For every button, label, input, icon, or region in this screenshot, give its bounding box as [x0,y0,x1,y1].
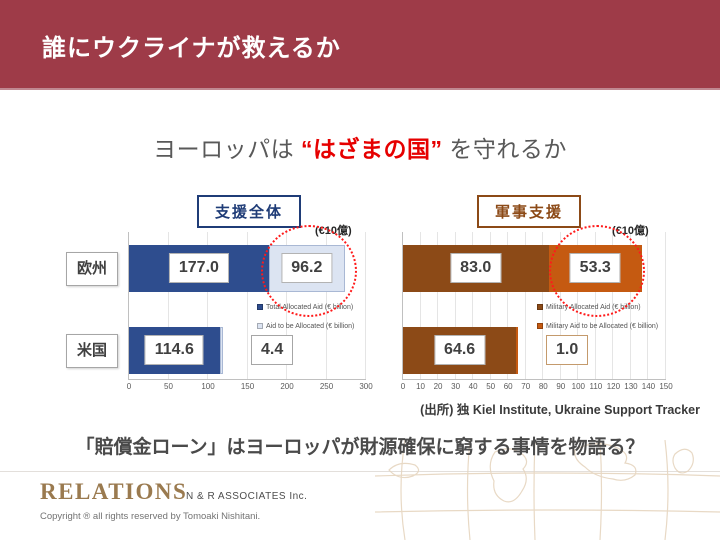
subtitle: ヨーロッパは “はざまの国” を守れるか [0,130,720,164]
highlight-circle [260,224,357,317]
gridline [489,232,491,379]
chart-total-title: 支援全体 [197,195,302,228]
divider [0,471,720,472]
x-tick-label: 30 [451,382,461,391]
gridline [365,232,366,379]
chart-military-support: 軍事支援 (€10億) 0 10 20 30 40 50 60 70 80 90 100 110 120… [395,195,710,403]
gridline [665,232,666,379]
chart-total-support: 支援全体 (€10億) 欧州 米国 0 50 100 150 200 250 300 177.… [60,195,375,403]
gridline [559,232,561,379]
subtitle-prefix: ヨーロッパは [153,136,301,162]
gridline [647,232,649,379]
bar-value-label: 177.0 [168,253,229,283]
x-tick-label: 100 [201,382,215,391]
source-note: (出所) 独 Kiel Institute, Ukraine Support T… [420,403,700,417]
bar-value-label: 1.0 [546,335,589,365]
category-label-europe: 欧州 [66,252,118,286]
x-tick-label: 40 [468,382,478,391]
x-tick-label: 140 [641,382,656,391]
chart-military-title: 軍事支援 [477,195,582,228]
legend-swatch-to-be-allocated [257,323,263,329]
legend-swatch-military-to-be-allocated [537,323,543,329]
plot-area: 0 50 100 150 200 250 300 177.0 96.2 114.6 4.4 [127,224,373,391]
x-tick-label: 150 [240,382,255,391]
legend-label: Military Aid to be Allocated (€ billion) [546,322,659,330]
slide-header: 誰にウクライナが救えるか [0,0,720,90]
x-tick-label: 200 [280,382,294,391]
x-tick-label: 60 [503,382,513,391]
gridline [207,232,208,379]
bar-value-label: 64.6 [434,335,486,365]
x-tick-label: 10 [416,382,425,391]
x-tick-label: 120 [606,382,621,391]
bar-value-label: 114.6 [144,335,204,365]
gridline [454,232,456,379]
x-tick-label: 20 [433,382,443,391]
x-tick-label: 70 [521,382,531,391]
bar-segment [516,327,518,374]
x-tick-label: 0 [400,382,406,391]
legend-item: Aid to be Allocated (€ billion) [257,322,354,330]
subtitle-highlight: “はざまの国” [301,136,443,162]
gridline [437,232,439,379]
gridline [167,232,169,379]
gridline [246,232,248,379]
gridline [419,232,421,379]
copyright: Copyright ® all rights reserved by Tomoa… [40,511,261,522]
slide-title: 誰にウクライナが救えるか [42,35,341,62]
legend-swatch-military-allocated [537,304,543,310]
key-message: 「賠償金ローン」はヨーロッパが財源確保に窮する事情を物語る？ [75,437,645,458]
gridline [472,232,474,379]
brand-logo: RELATIONS [40,479,188,504]
legend-item: Military Aid to be Allocated (€ billion) [537,322,658,330]
x-tick-label: 300 [359,382,373,391]
bar-segment [219,327,223,374]
x-tick-label: 250 [319,382,334,391]
category-label-us: 米国 [66,334,118,368]
x-tick-label: 150 [659,382,673,391]
x-tick-label: 80 [538,382,548,391]
highlight-circle [549,224,646,317]
x-tick-label: 50 [164,382,173,391]
x-tick-label: 100 [571,382,586,391]
company-name: N & R ASSOCIATES Inc. [186,491,308,502]
gridline [524,232,526,379]
bar-value-label: 83.0 [450,253,502,283]
plot-area: 0 10 20 30 40 50 60 70 80 90 100 110 120 130 140 150 83.… [401,224,673,391]
bar-value-label: 4.4 [251,335,294,365]
x-tick-label: 130 [624,382,638,391]
world-map-decoration [375,440,720,540]
x-tick-label: 50 [486,382,496,391]
gridline [507,232,509,379]
legend-label: Aid to be Allocated (€ billion) [266,322,355,330]
x-tick-label: 90 [556,382,566,391]
subtitle-suffix: を守れるか [442,136,567,162]
x-tick-label: 0 [126,382,132,391]
gridline [629,232,631,379]
legend-swatch-allocated [257,304,263,310]
x-tick-label: 110 [589,382,603,391]
